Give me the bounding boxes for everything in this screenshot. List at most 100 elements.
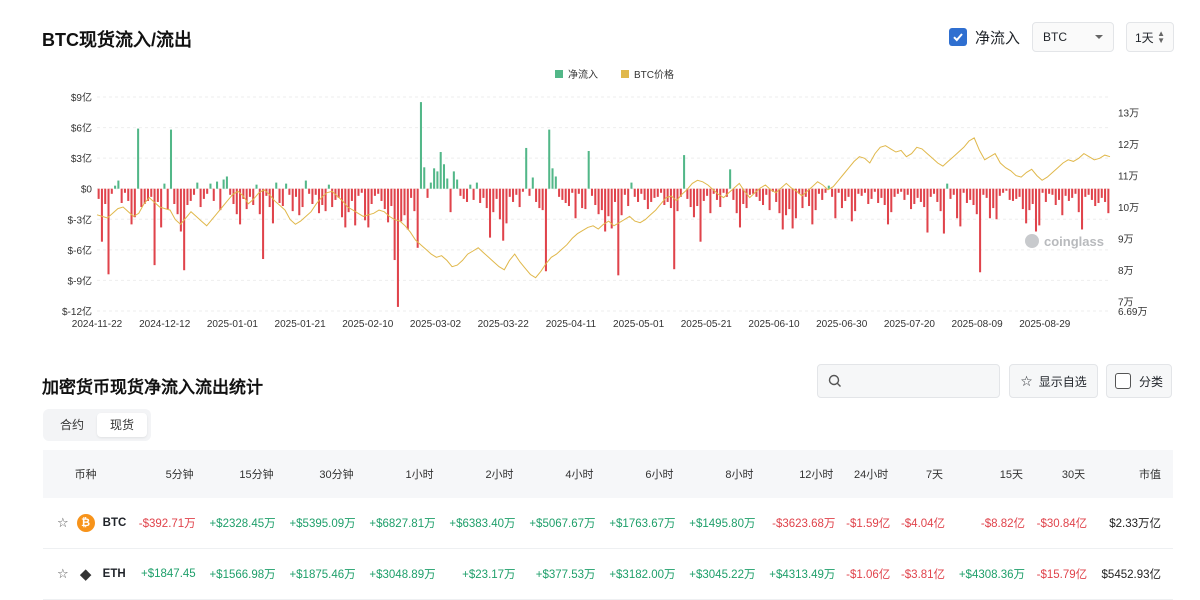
netflow-bar xyxy=(1100,188,1103,198)
netflow-bar xyxy=(439,152,442,189)
table-cell: +$3045.22万 xyxy=(677,548,758,600)
netflow-bar xyxy=(436,171,439,189)
netflow-bar xyxy=(492,188,495,213)
netflow-bar xyxy=(643,188,646,200)
netflow-bar xyxy=(485,188,488,209)
netflow-bar xyxy=(663,188,666,206)
netflow-bar xyxy=(1038,188,1041,226)
netflow-bar xyxy=(153,188,156,266)
netflow-bar xyxy=(344,188,347,228)
netflow-bar xyxy=(738,188,742,228)
checkbox-icon[interactable] xyxy=(1114,373,1131,389)
netflow-bar xyxy=(637,188,640,202)
column-header[interactable]: 币种 xyxy=(43,450,129,498)
netflow-bar xyxy=(755,188,758,197)
netflow-bar xyxy=(814,188,817,211)
column-header[interactable]: 6小时 xyxy=(597,450,678,498)
netflow-chart: 净流入 BTC价格 $9亿 $6亿 $3亿 $0 $-3亿 $-6亿 $-9亿 $-12亿 13万 1… xyxy=(62,68,1147,330)
x-tick-label: 2025-08-09 xyxy=(952,319,1004,330)
netflow-bar xyxy=(1064,188,1067,196)
netflow-bar xyxy=(765,188,768,195)
netflow-bar xyxy=(419,102,422,189)
netflow-bar xyxy=(462,188,465,199)
period-select[interactable]: 1天 ▲ ▼ xyxy=(1126,22,1174,52)
checkbox-checked-icon[interactable] xyxy=(948,28,967,46)
netflow-bar xyxy=(653,188,656,198)
category-button[interactable]: 分类 xyxy=(1106,364,1172,398)
netflow-bar xyxy=(479,188,482,203)
netflow-bar xyxy=(617,188,620,276)
coin-select[interactable]: BTC xyxy=(1032,22,1114,52)
netflow-bar xyxy=(107,188,110,275)
netflow-bar xyxy=(771,188,774,192)
column-header[interactable]: 24小时 xyxy=(837,450,893,498)
column-header[interactable]: 12小时 xyxy=(757,450,838,498)
show-favorites-button[interactable]: ☆ 显示自选 xyxy=(1009,364,1098,398)
table-cell: +$3048.89万 xyxy=(357,548,438,600)
netflow-bar xyxy=(817,188,820,194)
netflow-bar xyxy=(341,188,344,218)
netflow-bar xyxy=(179,188,182,232)
netflow-bar xyxy=(719,188,722,208)
netflow-bar xyxy=(942,188,945,234)
column-header[interactable]: 30分钟 xyxy=(277,450,358,498)
table-cell: +$377.53万 xyxy=(517,548,598,600)
tab-futures[interactable]: 合约 xyxy=(59,418,84,432)
netflow-bar xyxy=(939,188,942,212)
netflow-bar xyxy=(222,179,225,189)
netflow-bar xyxy=(949,188,952,199)
column-header[interactable]: 30天 xyxy=(1027,450,1090,498)
column-header[interactable]: 7天 xyxy=(892,450,948,498)
netflow-bar xyxy=(242,188,245,199)
column-header[interactable]: 2小时 xyxy=(437,450,518,498)
favorite-star-icon[interactable]: ☆ xyxy=(57,515,69,530)
netflow-bar xyxy=(426,188,429,198)
column-header[interactable]: 5分钟 xyxy=(128,450,198,498)
column-header[interactable]: 4小时 xyxy=(517,450,598,498)
netflow-bar xyxy=(268,188,271,208)
netflow-bar xyxy=(518,188,521,208)
netflow-bar xyxy=(291,188,294,212)
column-header[interactable]: 15天 xyxy=(947,450,1028,498)
table-cell: +$1847.45 xyxy=(128,548,198,600)
netflow-bar xyxy=(413,188,416,212)
netflow-bar xyxy=(294,188,297,197)
column-header[interactable]: 8小时 xyxy=(677,450,758,498)
netflow-bar xyxy=(877,188,880,203)
netflow-bar xyxy=(577,188,580,194)
chevron-down-icon xyxy=(1095,35,1103,39)
netflow-bar xyxy=(456,179,459,189)
coin-name[interactable]: BTC xyxy=(102,517,127,529)
column-header[interactable]: 1小时 xyxy=(357,450,438,498)
table-cell: -$1.59亿 xyxy=(837,498,893,549)
netflow-bar xyxy=(1074,188,1077,194)
netflow-bar xyxy=(794,188,797,219)
netflow-bar xyxy=(860,188,863,196)
column-header[interactable]: 15分钟 xyxy=(197,450,278,498)
netflow-bar xyxy=(696,188,699,207)
netflow-bar xyxy=(623,188,626,195)
table-row[interactable]: ☆ ◆ ETH +$1847.45 +$1566.98万 +$1875.46万 … xyxy=(43,548,1173,600)
netflow-toggle[interactable]: 净流入 xyxy=(948,27,1020,48)
netflow-bar xyxy=(735,188,738,214)
table-row[interactable]: ☆ ₿ BTC -$392.71万 +$2328.45万 +$5395.09万 … xyxy=(43,498,1173,549)
search-icon xyxy=(828,374,841,387)
netflow-bar xyxy=(304,180,307,189)
show-favorites-label: 显示自选 xyxy=(1038,374,1087,389)
search-input[interactable] xyxy=(848,372,992,390)
netflow-bar xyxy=(863,188,866,193)
table-cell: -$15.79亿 xyxy=(1027,548,1090,600)
tab-spot[interactable]: 现货 xyxy=(97,413,147,437)
x-tick-label: 2025-05-21 xyxy=(681,319,733,330)
netflow-bar xyxy=(163,183,166,189)
netflow-bar xyxy=(1061,188,1064,216)
netflow-bar xyxy=(706,188,709,196)
netflow-bar xyxy=(1005,188,1008,191)
netflow-bar xyxy=(117,180,120,189)
column-header[interactable]: 市值 xyxy=(1089,450,1173,498)
netflow-bar xyxy=(350,188,353,201)
search-box[interactable] xyxy=(817,364,1000,398)
netflow-bar xyxy=(811,188,814,225)
favorite-star-icon[interactable]: ☆ xyxy=(57,566,69,581)
coin-name[interactable]: ETH xyxy=(102,568,126,580)
